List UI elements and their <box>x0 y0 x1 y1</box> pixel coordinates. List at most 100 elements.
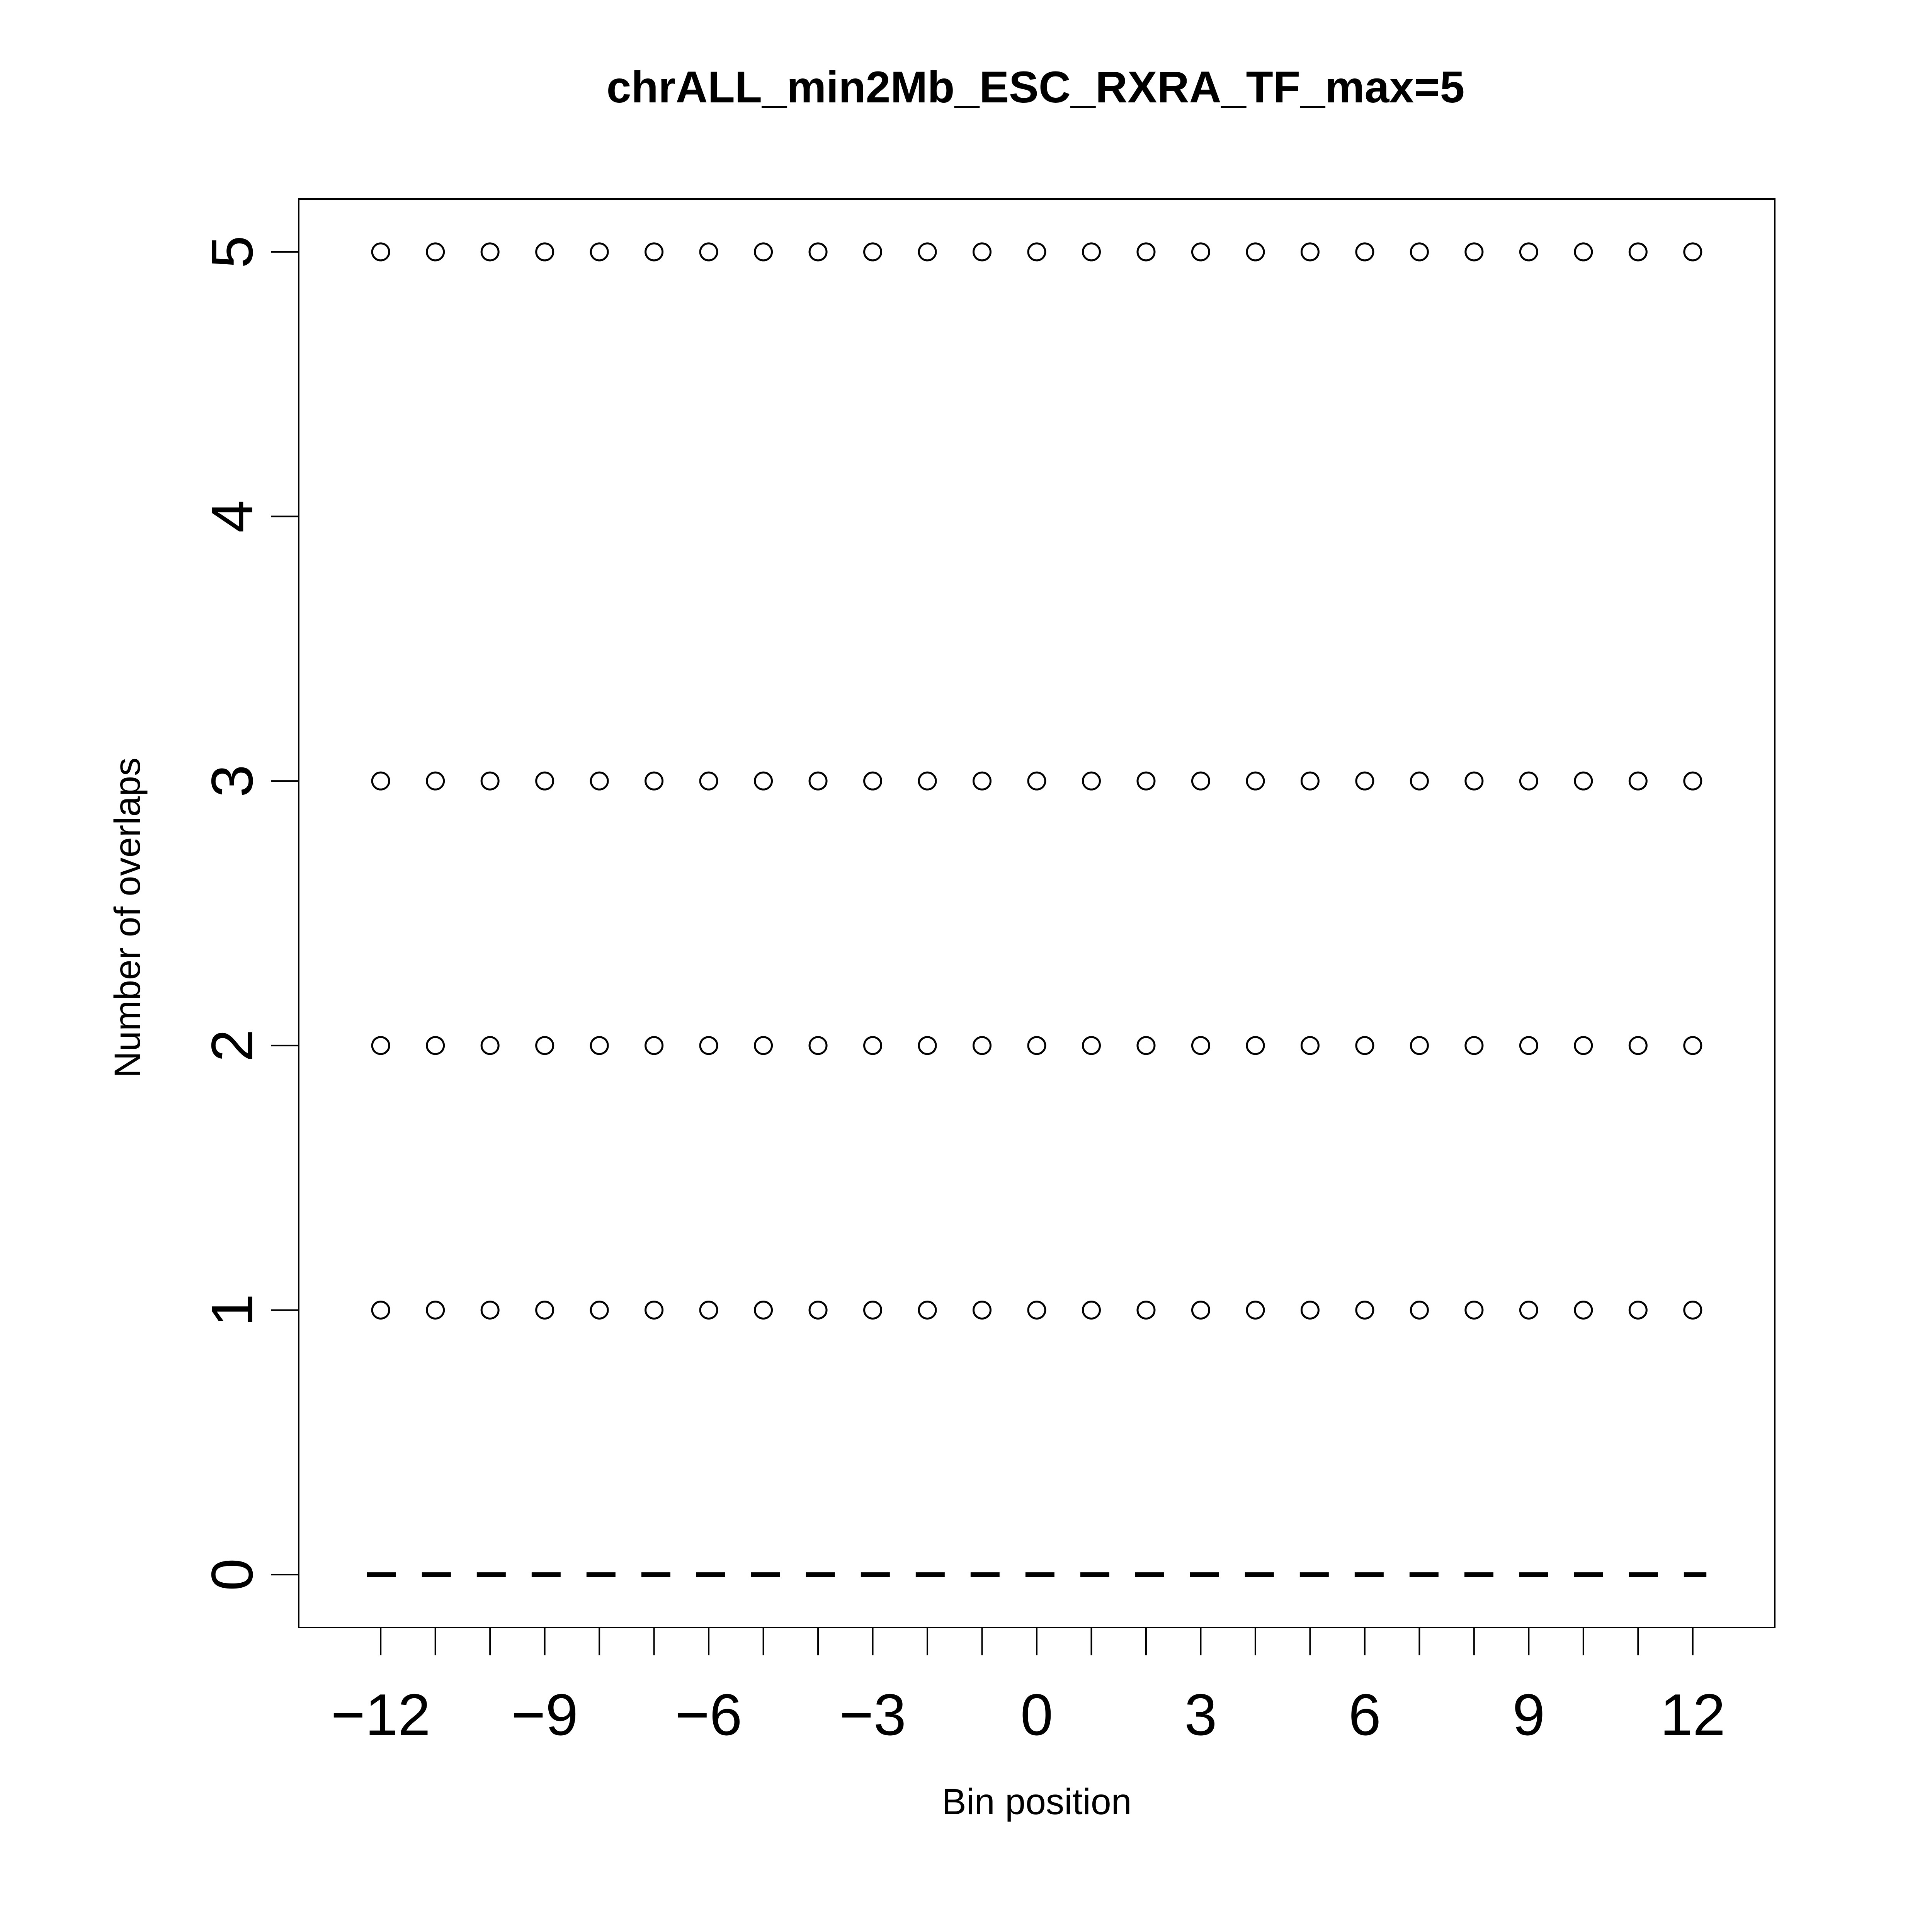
data-point <box>535 242 554 262</box>
data-point <box>1464 771 1484 791</box>
data-point <box>808 1300 828 1320</box>
data-point <box>371 1300 390 1320</box>
data-point <box>918 242 937 262</box>
data-point <box>480 242 500 262</box>
data-point <box>1683 1300 1702 1320</box>
data-point <box>645 1036 664 1055</box>
data-point <box>1246 242 1265 262</box>
data-point <box>754 1300 773 1320</box>
data-point <box>480 771 500 791</box>
x-axis: −12 −9 −6 −3 0 3 6 9 12 <box>331 1627 1725 1748</box>
data-point <box>1410 1036 1429 1055</box>
data-point <box>754 242 773 262</box>
data-point <box>590 1036 609 1055</box>
data-point <box>1519 771 1538 791</box>
data-point <box>1628 1036 1648 1055</box>
data-point <box>1683 1036 1702 1055</box>
data-point <box>754 771 773 791</box>
data-point <box>426 1300 445 1320</box>
data-point <box>1136 1300 1156 1320</box>
data-point <box>699 1300 718 1320</box>
data-point <box>535 771 554 791</box>
points-layer <box>371 242 1702 1320</box>
data-point <box>1683 771 1702 791</box>
data-point <box>426 1036 445 1055</box>
x-tick-label: 9 <box>1512 1682 1545 1748</box>
data-point <box>480 1036 500 1055</box>
y-tick-label: 2 <box>199 1029 265 1062</box>
data-point <box>1300 1300 1320 1320</box>
data-point <box>1628 771 1648 791</box>
data-point <box>808 242 828 262</box>
data-point <box>1355 242 1374 262</box>
data-point <box>1464 1300 1484 1320</box>
data-point <box>1519 1300 1538 1320</box>
data-point <box>1410 242 1429 262</box>
data-point <box>1246 771 1265 791</box>
data-point <box>1410 1300 1429 1320</box>
x-tick-label: −6 <box>675 1682 742 1748</box>
x-tick-label: −3 <box>839 1682 906 1748</box>
data-point <box>1683 242 1702 262</box>
data-point <box>973 242 992 262</box>
data-point <box>1082 1036 1101 1055</box>
y-tick-label: 1 <box>199 1294 265 1327</box>
data-point <box>371 771 390 791</box>
data-point <box>1027 1036 1046 1055</box>
y-tick-label: 5 <box>199 236 265 269</box>
data-point <box>1082 242 1101 262</box>
data-point <box>1300 1036 1320 1055</box>
data-point <box>1355 771 1374 791</box>
data-point <box>371 1036 390 1055</box>
data-point <box>1136 242 1156 262</box>
data-point <box>1519 1036 1538 1055</box>
data-point <box>1464 1036 1484 1055</box>
data-point <box>1082 771 1101 791</box>
data-point <box>1574 1300 1593 1320</box>
series-y5 <box>371 242 1702 262</box>
data-point <box>1082 1300 1101 1320</box>
data-point <box>426 771 445 791</box>
y-tick-label: 3 <box>199 765 265 798</box>
data-point <box>1574 242 1593 262</box>
data-point <box>645 771 664 791</box>
data-point <box>1355 1036 1374 1055</box>
data-point <box>1246 1300 1265 1320</box>
x-tick-label: −9 <box>511 1682 578 1748</box>
data-point <box>1628 242 1648 262</box>
data-point <box>1191 1300 1210 1320</box>
data-point <box>808 771 828 791</box>
x-tick-label: 0 <box>1020 1682 1053 1748</box>
data-point <box>1136 1036 1156 1055</box>
data-point <box>590 1300 609 1320</box>
data-point <box>1300 771 1320 791</box>
series-y2 <box>371 1036 1702 1055</box>
data-point <box>371 242 390 262</box>
data-point <box>699 771 718 791</box>
data-point <box>918 771 937 791</box>
data-point <box>1191 242 1210 262</box>
data-point <box>863 242 883 262</box>
data-point <box>1574 1036 1593 1055</box>
data-point <box>863 771 883 791</box>
series-y3 <box>371 771 1702 791</box>
data-point <box>973 1300 992 1320</box>
data-point <box>699 242 718 262</box>
data-point <box>1300 242 1320 262</box>
data-point <box>754 1036 773 1055</box>
data-point <box>1410 771 1429 791</box>
data-point <box>863 1300 883 1320</box>
data-point <box>1027 1300 1046 1320</box>
y-tick-label: 0 <box>199 1558 265 1591</box>
data-point <box>1628 1300 1648 1320</box>
data-point <box>645 242 664 262</box>
y-tick-label: 4 <box>199 500 265 533</box>
data-point <box>480 1300 500 1320</box>
data-point <box>1136 771 1156 791</box>
y-axis-label: Number of overlaps <box>107 758 148 1078</box>
data-point <box>1027 771 1046 791</box>
data-point <box>1574 771 1593 791</box>
chart-title: chrALL_min2Mb_ESC_RXRA_TF_max=5 <box>607 63 1465 112</box>
x-tick-label: 3 <box>1184 1682 1217 1748</box>
